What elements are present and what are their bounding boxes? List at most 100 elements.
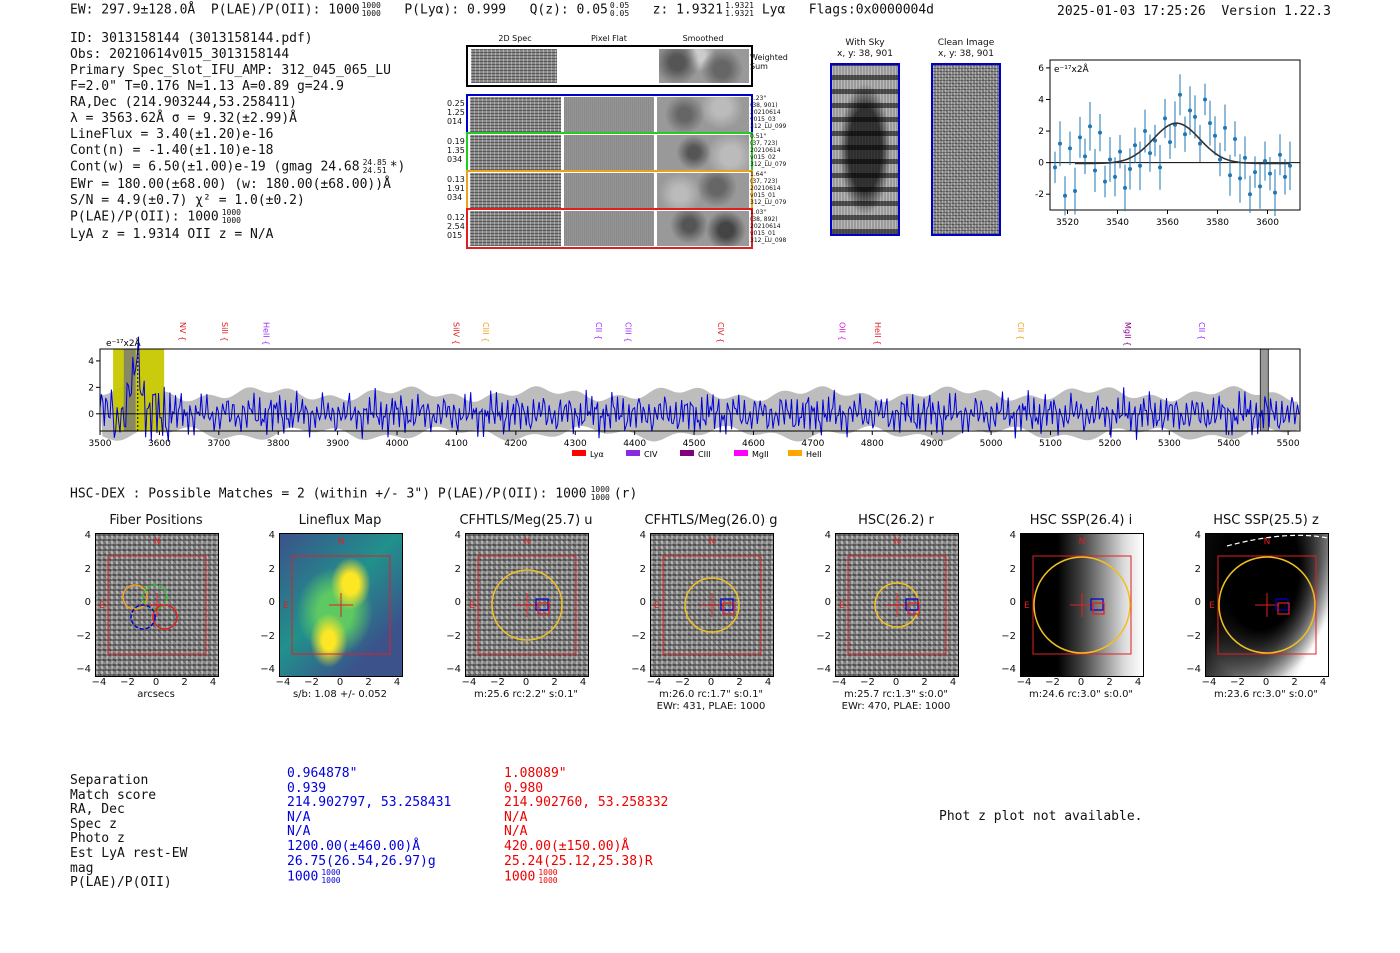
label-mag: mag: [70, 860, 94, 876]
fiber-row-2-right-0: 0.51": [750, 133, 767, 140]
panel-3-xtick-2: 0: [707, 677, 715, 688]
panel-3-aperture-box: [662, 555, 762, 655]
panel-2-xtick-4: 4: [579, 677, 587, 688]
weighted-sum-smoothed: [659, 49, 749, 83]
fiber-row-1-right-4: 312_LU_099: [750, 123, 787, 130]
spec-ytick-label-0: 0: [88, 410, 94, 420]
fit-point-17: [1138, 163, 1142, 168]
spec-xtick-label-17: 5200: [1098, 439, 1121, 449]
panel-3-ytick-1: 2: [639, 563, 646, 575]
fit-ytick-label-0: -2: [1035, 190, 1044, 200]
panel-caption-6-0: m:23.6 rc:3.0" s:0.0": [1213, 689, 1319, 700]
panel-5-aperture-circle: [1033, 556, 1131, 654]
panel-4-match-blue: [905, 598, 919, 611]
fiber-row-1-left-1: 1.25: [447, 108, 465, 117]
fiber-row-3: [466, 170, 753, 211]
fiber-row-3-smoothed: [657, 173, 749, 208]
spec-xtick-label-9: 4400: [623, 439, 646, 449]
panel-3-xtick-4: 4: [764, 677, 772, 688]
panel-6-ytick-3: −2: [1186, 630, 1201, 642]
info-plae-range: 1000 1000: [222, 209, 241, 225]
fit-point-5: [1078, 135, 1082, 140]
spectra-cutouts: 2D Spec Pixel Flat Smoothed Weighted Sum: [447, 34, 797, 256]
panel-0-aperture-box: [107, 555, 207, 655]
panel-2-ytick-3: −2: [446, 630, 461, 642]
panel-0-xtick-3: 2: [181, 677, 188, 688]
red-plae-sub: 1000: [538, 876, 558, 886]
panel-overlay-5: NE: [1024, 537, 1132, 655]
panel-caption-4-0: m:25.7 rc:1.3" s:0.0": [843, 689, 949, 700]
panel-3-east-label: E: [654, 601, 660, 611]
red-spec-z: N/A: [504, 809, 528, 825]
panel-4-north-label: N: [894, 537, 901, 547]
panel-3-north-label: N: [709, 537, 716, 547]
spec-xtick-label-2: 3700: [207, 439, 230, 449]
info-fwhm: F=2.0" T=0.176 N=1.13 A=0.89 g=24.9: [70, 79, 344, 94]
fit-point-16: [1133, 143, 1137, 148]
fit-xtick-label-3: 3580: [1206, 218, 1229, 228]
spec-line-marker-2: HeII {: [261, 322, 270, 345]
fit-point-32: [1213, 133, 1217, 138]
clean-image-coords: x, y: 38, 901: [938, 49, 994, 59]
panel-overlay-6: NE: [1209, 534, 1328, 655]
spec-line-marker-12: CII {: [1197, 322, 1206, 340]
fiber-row-1-right-1: (38, 901): [750, 102, 778, 109]
fit-point-41: [1258, 184, 1262, 189]
panel-2-match-red: [537, 602, 550, 615]
panel-1-xtick-3: 2: [365, 677, 372, 688]
spec-legend-swatch-3: [734, 450, 748, 456]
clean-image-title: Clean Image: [937, 38, 995, 48]
info-id: ID: 3013158144 (3013158144.pdf): [70, 31, 313, 46]
panel-caption-1-0: s/b: 1.08 +/- 0.052: [292, 689, 388, 700]
panel-3-ytick-3: −2: [631, 630, 646, 642]
fiber-circle-red: [152, 604, 178, 630]
fiber-row-4-smoothed: [657, 211, 749, 246]
fit-ytick-label-2: 2: [1038, 127, 1044, 137]
spec-xtick-label-10: 4500: [683, 439, 706, 449]
spec-legend-label-4: HeII: [806, 450, 822, 459]
match-table-red: 1.08089" 0.980 214.902760, 53.258332 N/A…: [504, 766, 668, 886]
fiber-row-3-right-labels: 1.64" (37, 723) 20210614 v015_01 312_LU_079: [750, 171, 786, 206]
spec-xtick-label-15: 5000: [980, 439, 1003, 449]
fiber-row-2-right-1: (37, 723): [750, 140, 778, 147]
panel-1-aperture-box: [291, 555, 391, 655]
panel-1-xtick-0: −4: [275, 677, 291, 688]
fit-point-21: [1158, 165, 1162, 170]
fiber-row-1-smoothed: [657, 97, 749, 132]
fit-point-40: [1253, 170, 1257, 175]
fit-point-6: [1083, 154, 1087, 159]
fit-ytick-label-4: 6: [1038, 64, 1044, 74]
fit-point-14: [1123, 185, 1127, 190]
header-datetime-block: 2025-01-03 17:25:26 Version 1.22.3: [1057, 4, 1331, 19]
fiber-row-2-2dspec: [470, 135, 561, 170]
fiber-row-4-right-3: v015_01: [750, 230, 776, 237]
matches-summary-sub: 1000: [590, 493, 610, 502]
fiber-row-4-pixelflat: [564, 211, 654, 246]
panel-3-aperture-circle: [684, 577, 740, 633]
fiber-row-4-right-0: 1.03": [750, 209, 767, 216]
fiber-row-3-right-0: 1.64": [750, 171, 767, 178]
panel-2-aperture-box: [477, 555, 577, 655]
spec-line-marker-0: NV {: [178, 322, 187, 341]
panel-6-match-blue: [1275, 598, 1289, 611]
fit-point-19: [1148, 151, 1152, 156]
fit-point-18: [1143, 129, 1147, 134]
panel-5-ytick-2: 0: [1009, 597, 1016, 608]
panel-2-ytick-2: 0: [454, 597, 461, 608]
spec-xtick-label-13: 4800: [861, 439, 884, 449]
panel-title-2: CFHTLS/Meg(25.7) u: [459, 513, 593, 528]
info-cont-n: Cont(n) = -1.40(±1.10)e-18: [70, 143, 274, 158]
header-z: z: 1.9321: [652, 2, 724, 18]
fit-point-29: [1198, 141, 1202, 146]
fiber-row-2-pixelflat: [564, 135, 654, 170]
panel-3-xtick-1: −2: [675, 677, 690, 688]
fiber-row-4-left-2: 015: [447, 231, 463, 240]
spec-legend-label-3: MgII: [752, 450, 769, 459]
blue-spec-z: N/A: [287, 809, 311, 825]
panel-title-4: HSC(26.2) r: [858, 513, 934, 528]
fiber-row-3-left-labels: 0.13 1.91 034: [447, 175, 465, 202]
fiber-row-4: [466, 208, 753, 249]
spec-ytick-label-1: 2: [88, 383, 94, 393]
header-qz-sup: 0.05: [609, 1, 630, 10]
